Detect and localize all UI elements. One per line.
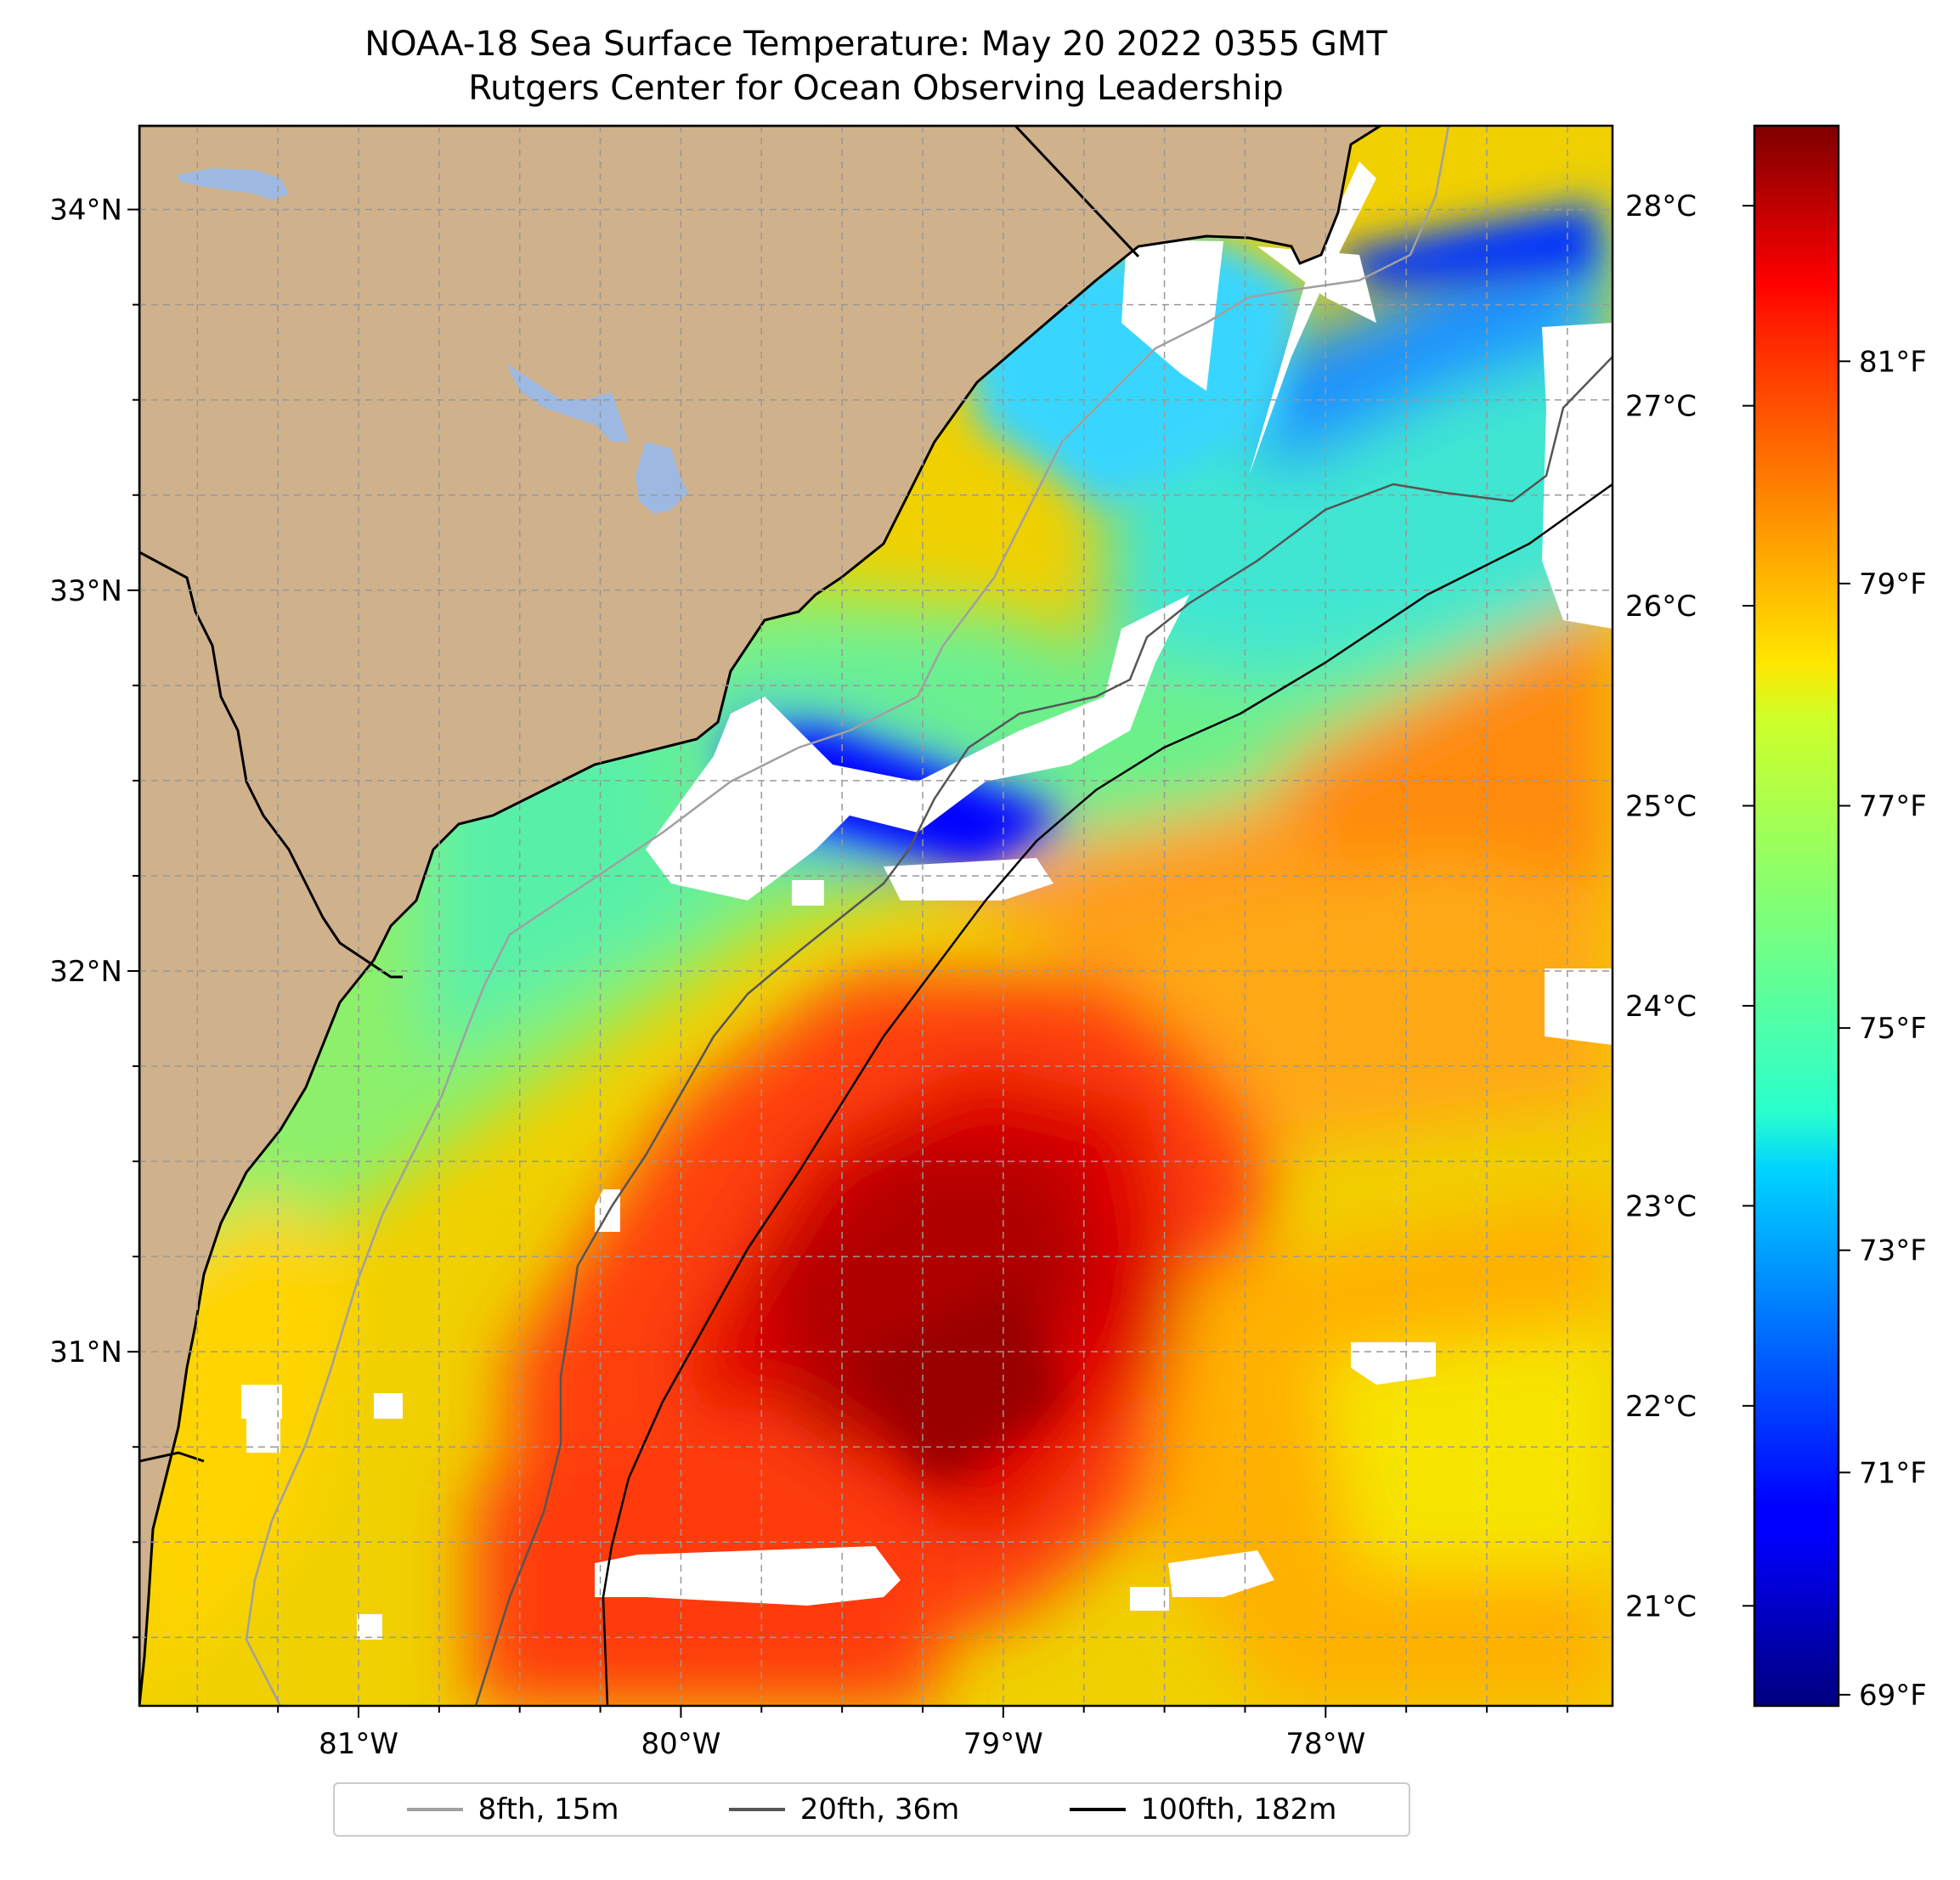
map-axis-ticks: 81°W 80°W 79°W 78°W 31°N 32°N 33°N 34°N (49, 194, 1568, 1761)
lat-tick-label: 31°N (49, 1335, 122, 1369)
lat-tick-label: 33°N (49, 574, 122, 608)
lat-tick-label: 32°N (49, 955, 122, 989)
map-title: NOAA-18 Sea Surface Temperature: May 20 … (364, 25, 1387, 64)
isobaths (245, 126, 1613, 1706)
fahrenheit-tick-label: 75°F (1859, 1012, 1927, 1046)
lon-tick-label: 78°W (1285, 1727, 1365, 1761)
legend-item-20fth: 20fth, 36m (728, 1792, 960, 1826)
celsius-tick-label: 22°C (1625, 1390, 1697, 1424)
isobath-8fth (245, 126, 1450, 1706)
lon-tick-label: 81°W (319, 1727, 398, 1761)
legend-swatch-100fth (1069, 1808, 1126, 1811)
legend-label-20fth: 20fth, 36m (799, 1792, 960, 1826)
celsius-tick-label: 27°C (1625, 390, 1697, 424)
legend-item-100fth: 100fth, 182m (1069, 1792, 1337, 1826)
lat-tick-label: 34°N (49, 194, 122, 228)
colorbar (1753, 124, 1840, 1708)
legend-swatch-20fth (728, 1808, 785, 1811)
fahrenheit-tick-label: 73°F (1859, 1234, 1927, 1268)
graticule (139, 126, 1613, 1706)
isobath-legend: 8fth, 15m 20fth, 36m 100fth, 182m (333, 1782, 1410, 1837)
legend-label-100fth: 100fth, 182m (1140, 1792, 1337, 1826)
land-mass (139, 126, 1383, 1706)
legend-item-8fth: 8fth, 15m (406, 1792, 619, 1826)
inland-lakes (177, 168, 688, 514)
celsius-tick-label: 21°C (1625, 1589, 1697, 1623)
celsius-tick-label: 24°C (1625, 990, 1697, 1024)
celsius-tick-label: 23°C (1625, 1189, 1697, 1223)
map-frame (138, 124, 1614, 1708)
lon-tick-label: 79°W (963, 1727, 1043, 1761)
missing-data-patches (241, 161, 1613, 1640)
isobath-20fth (474, 356, 1613, 1706)
fahrenheit-tick-label: 69°F (1859, 1679, 1927, 1713)
map-area (139, 126, 1613, 1706)
celsius-tick-label: 25°C (1625, 790, 1697, 824)
map-subtitle: Rutgers Center for Ocean Observing Leade… (468, 69, 1284, 108)
fahrenheit-tick-label: 77°F (1859, 790, 1927, 824)
celsius-tick-label: 26°C (1625, 590, 1697, 624)
legend-label-8fth: 8fth, 15m (477, 1792, 619, 1826)
lon-tick-label: 80°W (641, 1727, 720, 1761)
fahrenheit-tick-label: 71°F (1859, 1456, 1927, 1490)
state-borders (139, 126, 1140, 1463)
colorbar-ticks: 21°C 22°C 23°C 24°C 25°C 26°C 27°C 28°C 69°F 71°F… (1625, 189, 1927, 1713)
legend-swatch-8fth (406, 1808, 463, 1811)
celsius-tick-label: 28°C (1625, 189, 1697, 223)
isobath-100fth (602, 483, 1613, 1706)
fahrenheit-tick-label: 81°F (1859, 345, 1927, 379)
fahrenheit-tick-label: 79°F (1859, 567, 1927, 601)
